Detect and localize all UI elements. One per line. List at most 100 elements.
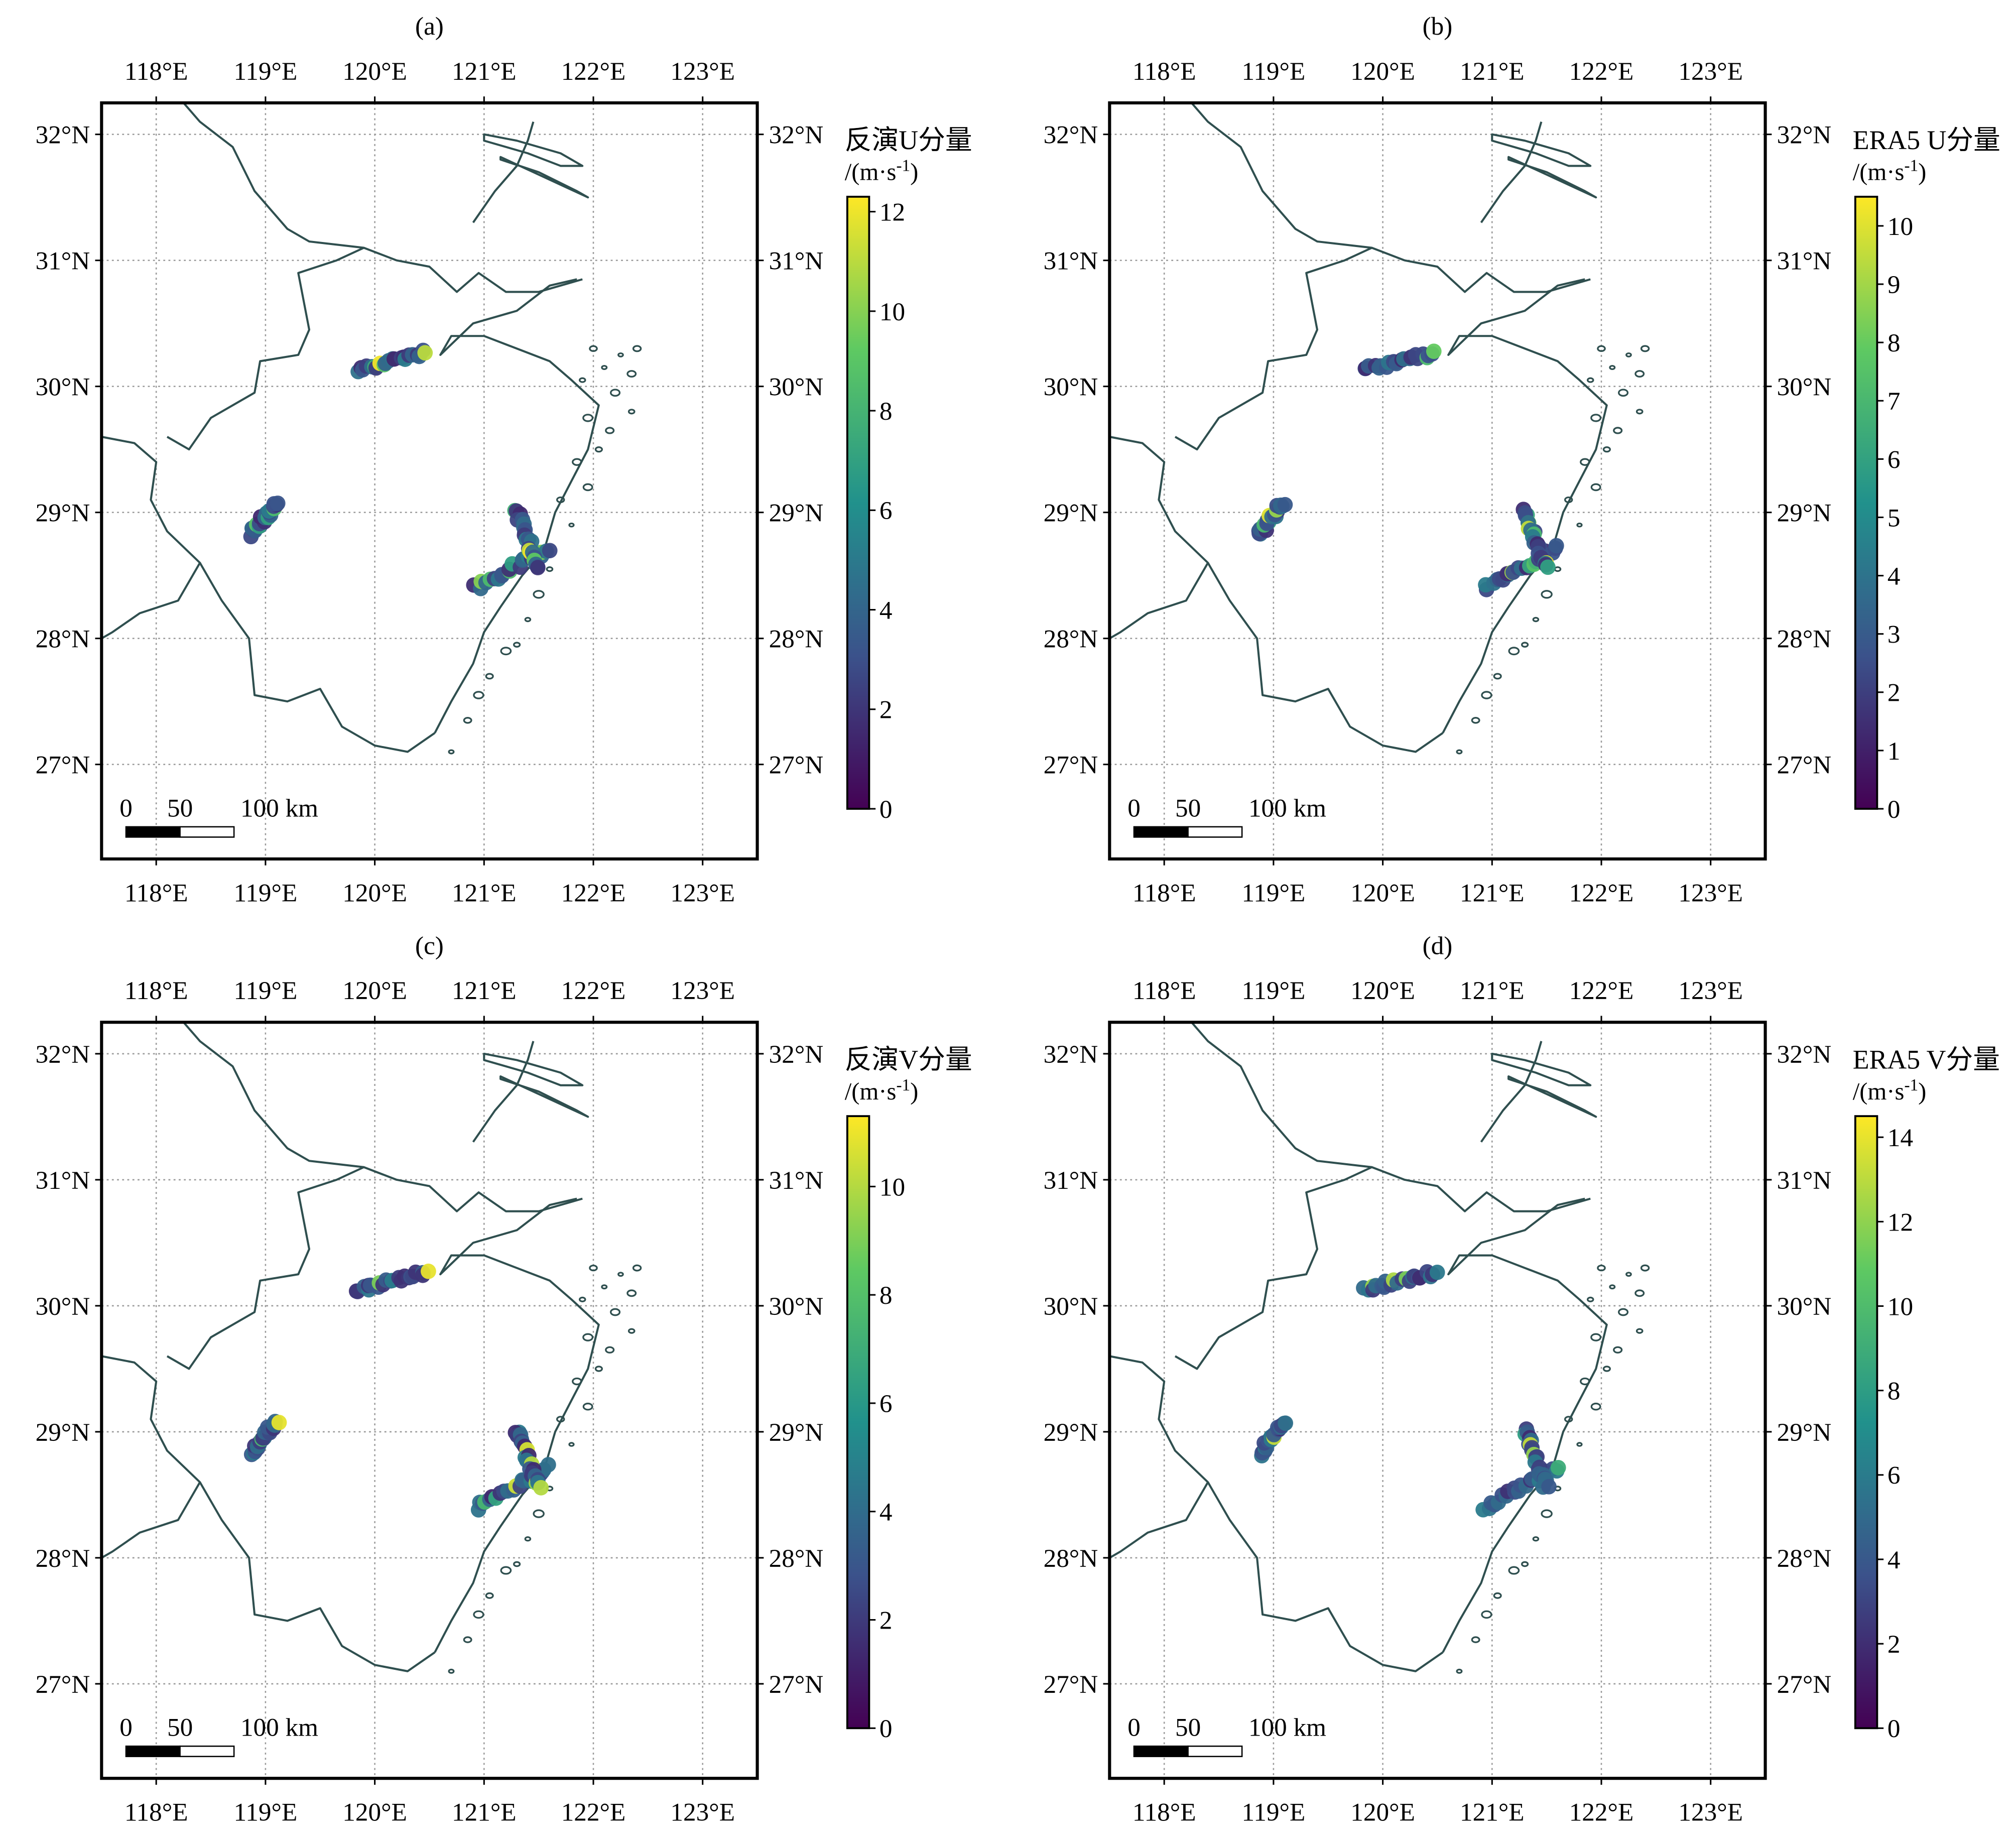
lon-tick-label-top: 119°E bbox=[1242, 57, 1306, 86]
scalebar-label-0: 0 bbox=[119, 1713, 133, 1742]
colorbar-unit-close: ) bbox=[910, 159, 918, 186]
island-outline bbox=[499, 156, 589, 199]
wind-observation-point bbox=[421, 1263, 436, 1279]
lon-tick-label-bottom: 123°E bbox=[1678, 879, 1743, 907]
scalebar-white-segment bbox=[1187, 826, 1243, 838]
province-boundary bbox=[182, 102, 364, 249]
lat-tick-label-right: 28°N bbox=[769, 1544, 824, 1573]
lon-tick-label-bottom: 123°E bbox=[670, 879, 735, 907]
island-outline bbox=[578, 1296, 586, 1302]
island-outline bbox=[605, 1346, 615, 1354]
colorbar-tick-label: 6 bbox=[879, 1390, 893, 1418]
island-outline bbox=[1521, 1561, 1529, 1567]
colorbar-unit-exponent: -1 bbox=[1904, 157, 1918, 175]
lat-tick-label-left: 27°N bbox=[36, 1670, 90, 1699]
province-boundary bbox=[101, 436, 201, 640]
scalebar-black-segment bbox=[125, 826, 181, 838]
wind-observation-point bbox=[1277, 497, 1293, 513]
lat-tick-label-right: 31°N bbox=[769, 247, 824, 276]
colorbar-unit-exponent: -1 bbox=[1904, 1076, 1918, 1094]
colorbar-title: 反演V分量 bbox=[845, 1044, 972, 1074]
lon-tick-label-bottom: 122°E bbox=[1569, 879, 1634, 907]
lon-tick-label-bottom: 121°E bbox=[452, 879, 517, 907]
island-outline bbox=[1635, 409, 1644, 415]
island-outline bbox=[513, 1561, 521, 1567]
colorbar-tick-label: 2 bbox=[879, 1606, 893, 1635]
island-outline bbox=[1576, 1442, 1583, 1447]
lon-tick-label-bottom: 121°E bbox=[1460, 879, 1525, 907]
lat-tick-label-left: 28°N bbox=[1044, 625, 1098, 654]
lat-tick-label-right: 32°N bbox=[769, 1040, 824, 1069]
colorbar-tick-label: 8 bbox=[1887, 329, 1901, 357]
lat-tick-label-right: 27°N bbox=[1777, 751, 1832, 780]
lon-tick-label-top: 121°E bbox=[1460, 976, 1525, 1005]
lat-tick-label-right: 27°N bbox=[769, 751, 824, 780]
lon-tick-label-bottom: 122°E bbox=[561, 879, 626, 907]
panel-letter: (c) bbox=[415, 931, 444, 960]
lat-tick-label-left: 28°N bbox=[36, 625, 90, 654]
scalebar-black-segment bbox=[1133, 826, 1189, 838]
wind-observation-point bbox=[542, 543, 558, 559]
island-outline bbox=[589, 345, 598, 352]
island-outline bbox=[578, 377, 586, 383]
scalebar-label-100: 100 km bbox=[1248, 794, 1326, 822]
island-outline bbox=[473, 691, 484, 699]
lon-tick-label-top: 119°E bbox=[1242, 976, 1306, 1005]
island-outline bbox=[1493, 1592, 1502, 1599]
scalebar-label-0: 0 bbox=[119, 794, 133, 822]
wind-observation-point bbox=[533, 1480, 549, 1496]
province-boundary bbox=[1109, 1355, 1209, 1559]
colorbar-tick-label: 4 bbox=[1887, 1546, 1901, 1574]
island-outline bbox=[513, 642, 521, 648]
coastline bbox=[434, 278, 600, 733]
colorbar-unit-close: ) bbox=[1918, 1078, 1926, 1105]
colorbar-title: ERA5 U分量 bbox=[1853, 125, 2000, 155]
lon-tick-label-bottom: 121°E bbox=[452, 1798, 517, 1827]
island-outline bbox=[1576, 522, 1583, 528]
island-outline bbox=[568, 522, 575, 528]
wind-observation-point bbox=[530, 560, 546, 575]
lat-tick-label-right: 30°N bbox=[769, 373, 824, 402]
island-outline bbox=[1590, 1402, 1601, 1411]
lat-tick-label-left: 29°N bbox=[1044, 1418, 1098, 1447]
wind-observation-point bbox=[271, 1415, 287, 1430]
island-outline bbox=[524, 1536, 532, 1542]
wind-observation-point bbox=[1550, 1460, 1566, 1476]
lon-tick-label-bottom: 119°E bbox=[1242, 879, 1306, 907]
scalebar-white-segment bbox=[1187, 1745, 1243, 1757]
lon-tick-label-top: 119°E bbox=[234, 976, 298, 1005]
lon-tick-label-top: 118°E bbox=[124, 976, 188, 1005]
lon-tick-label-top: 120°E bbox=[1350, 57, 1415, 86]
map-frame bbox=[1108, 101, 1767, 861]
lon-tick-label-top: 118°E bbox=[1132, 976, 1196, 1005]
island-outline bbox=[1590, 414, 1602, 422]
lat-tick-label-right: 32°N bbox=[769, 121, 824, 150]
province-boundary bbox=[1174, 1166, 1591, 1370]
colorbar-tick-label: 0 bbox=[1887, 795, 1901, 824]
lat-tick-label-right: 29°N bbox=[769, 1418, 824, 1447]
province-boundary bbox=[199, 1482, 436, 1672]
colorbar-tick-label: 4 bbox=[1887, 562, 1901, 591]
island-outline bbox=[627, 409, 636, 415]
lat-tick-label-right: 29°N bbox=[769, 499, 824, 528]
lon-tick-label-top: 122°E bbox=[1569, 57, 1634, 86]
island-outline bbox=[500, 1566, 512, 1575]
lat-tick-label-right: 27°N bbox=[769, 1670, 824, 1699]
province-boundary bbox=[472, 121, 535, 223]
estuary-outline bbox=[483, 1052, 584, 1086]
lon-tick-label-top: 121°E bbox=[452, 976, 517, 1005]
panel-c: (c) 0 50 100 km 118°E 118°E 119°E 119°E 120°E 120… bbox=[36, 931, 972, 1826]
lon-tick-label-bottom: 122°E bbox=[561, 1798, 626, 1827]
lon-tick-label-top: 118°E bbox=[124, 57, 188, 86]
colorbar bbox=[846, 195, 870, 810]
lat-tick-label-right: 32°N bbox=[1777, 121, 1832, 150]
island-outline bbox=[1602, 1366, 1611, 1372]
island-outline bbox=[1580, 1377, 1590, 1386]
lat-tick-label-left: 27°N bbox=[1044, 751, 1098, 780]
lat-tick-label-left: 30°N bbox=[1044, 373, 1098, 402]
lat-tick-label-left: 32°N bbox=[36, 1040, 90, 1069]
scalebar-label-50: 50 bbox=[167, 1713, 193, 1742]
island-outline bbox=[1564, 496, 1573, 504]
island-outline bbox=[1586, 1296, 1594, 1302]
lat-tick-label-right: 30°N bbox=[1777, 1292, 1832, 1321]
